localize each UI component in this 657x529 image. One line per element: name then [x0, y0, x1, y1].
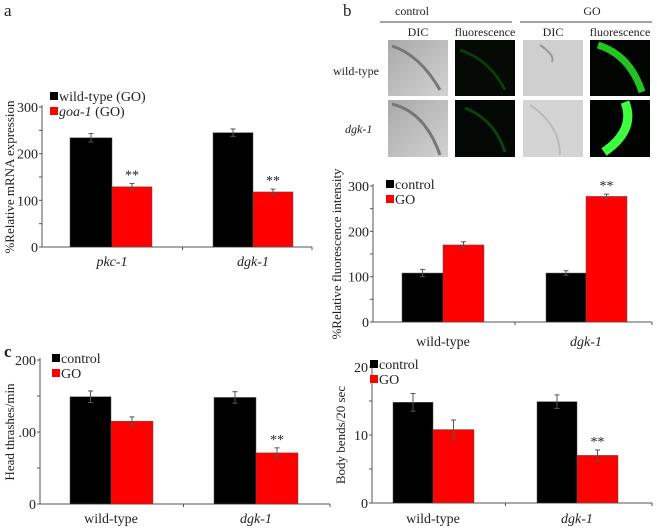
micrograph-dgk-control-dic: [388, 100, 448, 157]
legend-label: control: [395, 178, 435, 193]
y-tick-label: 0: [29, 498, 36, 513]
group-label-go: GO: [583, 4, 601, 18]
bar-GO-wild-type: [442, 244, 485, 323]
y-tick-label: 200: [15, 354, 36, 369]
significance-marker: **: [600, 179, 614, 194]
x-category-label: dgk-1: [561, 512, 593, 527]
legend-swatch: [370, 360, 378, 368]
legend-label: control: [379, 358, 419, 373]
bar-GO-dgk-1: [576, 455, 619, 504]
chart-a: 0 100 200 300%Relative mRNA expression ** pkc…: [2, 90, 313, 270]
chart-b: 0 100 200 300 %Relative fluorescence intensi…: [329, 168, 653, 350]
panel-label-b: b: [343, 1, 352, 20]
row-label-wild-type: wild-type: [333, 64, 379, 78]
bar-control-wild-type: [392, 402, 434, 504]
y-axis-label: Body bends/20 sec: [333, 386, 348, 484]
y-tick-label: 0: [362, 316, 369, 331]
bar-GO-wild-type: [432, 429, 475, 504]
legend-swatch: [386, 180, 394, 188]
y-tick-label: 10: [354, 429, 368, 444]
significance-marker: **: [270, 433, 284, 448]
micrograph-dgk-go-fluorescence: [590, 100, 650, 157]
bar-control-wild-type: [401, 272, 444, 323]
y-tick-label: 200: [17, 148, 38, 163]
y-tick-label: .00: [19, 426, 37, 441]
bar-control-dgk-1: [213, 397, 257, 505]
bar-GO-wild-type: [110, 420, 154, 505]
panel-label-c: c: [4, 342, 12, 361]
micrograph-wt-go-fluorescence: [590, 40, 650, 96]
bar-GO-dgk-1: [585, 196, 628, 323]
chart-d: 0 10 20 Body bends/20 sec wild-type ** dgk-1 co…: [333, 358, 653, 527]
legend-label: goa-1 (GO): [59, 105, 125, 120]
y-tick-label: 0: [361, 497, 368, 512]
bar-GO-dgk-1: [255, 452, 299, 505]
micrograph-wt-go-dic: [523, 40, 583, 96]
y-tick-label: 100: [348, 271, 369, 286]
legend-label: GO: [61, 367, 81, 382]
x-category-label: dgk-1: [240, 512, 272, 527]
legend-label: GO: [395, 193, 415, 208]
micrograph-wt-control-fluorescence: [455, 40, 515, 96]
column-label-fluorescence-control: fluorescence: [455, 25, 516, 39]
legend-swatch: [52, 354, 60, 362]
bar-control-wild-type: [69, 396, 112, 505]
y-axis-label: %Relative fluorescence intensity: [329, 168, 344, 340]
bar-control-dgk-1: [545, 272, 587, 323]
significance-marker: **: [266, 174, 280, 189]
panel-label-a: a: [4, 1, 12, 20]
y-tick-label: 200: [348, 225, 369, 240]
x-category-label: wild-type: [84, 512, 138, 527]
y-axis-label: Head thrashes/min: [2, 383, 17, 481]
y-tick-label: 20: [354, 361, 368, 376]
bar-goa-1-GO--dgk-1: [252, 191, 294, 248]
column-label-fluorescence-go: fluorescence: [590, 25, 651, 39]
y-axis-label: %Relative mRNA expression: [2, 100, 17, 254]
chart-c: 0 .00 200 Head thrashes/min wild-type ** dgk-1…: [2, 352, 331, 527]
legend-label: wild-type (GO): [59, 90, 146, 105]
legend-label: GO: [379, 373, 399, 388]
legend-swatch: [386, 195, 394, 203]
y-tick-label: 0: [31, 241, 38, 256]
micrograph-wt-control-dic: [388, 40, 448, 96]
column-label-dic-go: DIC: [543, 25, 564, 39]
bar-goa-1-GO--pkc-1: [111, 186, 153, 248]
y-tick-label: 300: [17, 101, 38, 116]
x-category-label: wild-type: [406, 512, 460, 527]
bar-control-dgk-1: [536, 401, 578, 504]
micrograph-dgk-control-fluorescence: [455, 100, 515, 157]
legend-label: control: [61, 352, 101, 367]
legend-swatch: [370, 375, 378, 383]
x-category-label: wild-type: [416, 335, 470, 350]
legend-swatch: [50, 92, 58, 100]
x-category-label: dgk-1: [570, 335, 602, 350]
y-tick-label: 100: [17, 194, 38, 209]
y-tick-label: 300: [348, 180, 369, 195]
group-label-control: control: [395, 4, 430, 18]
legend-swatch: [52, 369, 60, 377]
x-category-label: pkc-1: [95, 255, 127, 270]
row-label-dgk-1: dgk-1: [345, 122, 372, 136]
bar-wild-type-GO--dgk-1: [212, 132, 254, 248]
x-category-label: dgk-1: [237, 255, 269, 270]
column-label-dic-control: DIC: [408, 25, 429, 39]
bar-wild-type-GO--pkc-1: [69, 137, 113, 248]
significance-marker: **: [591, 435, 605, 450]
micrograph-dgk-go-dic: [523, 100, 583, 157]
significance-marker: **: [125, 169, 139, 184]
legend-swatch: [50, 107, 58, 115]
